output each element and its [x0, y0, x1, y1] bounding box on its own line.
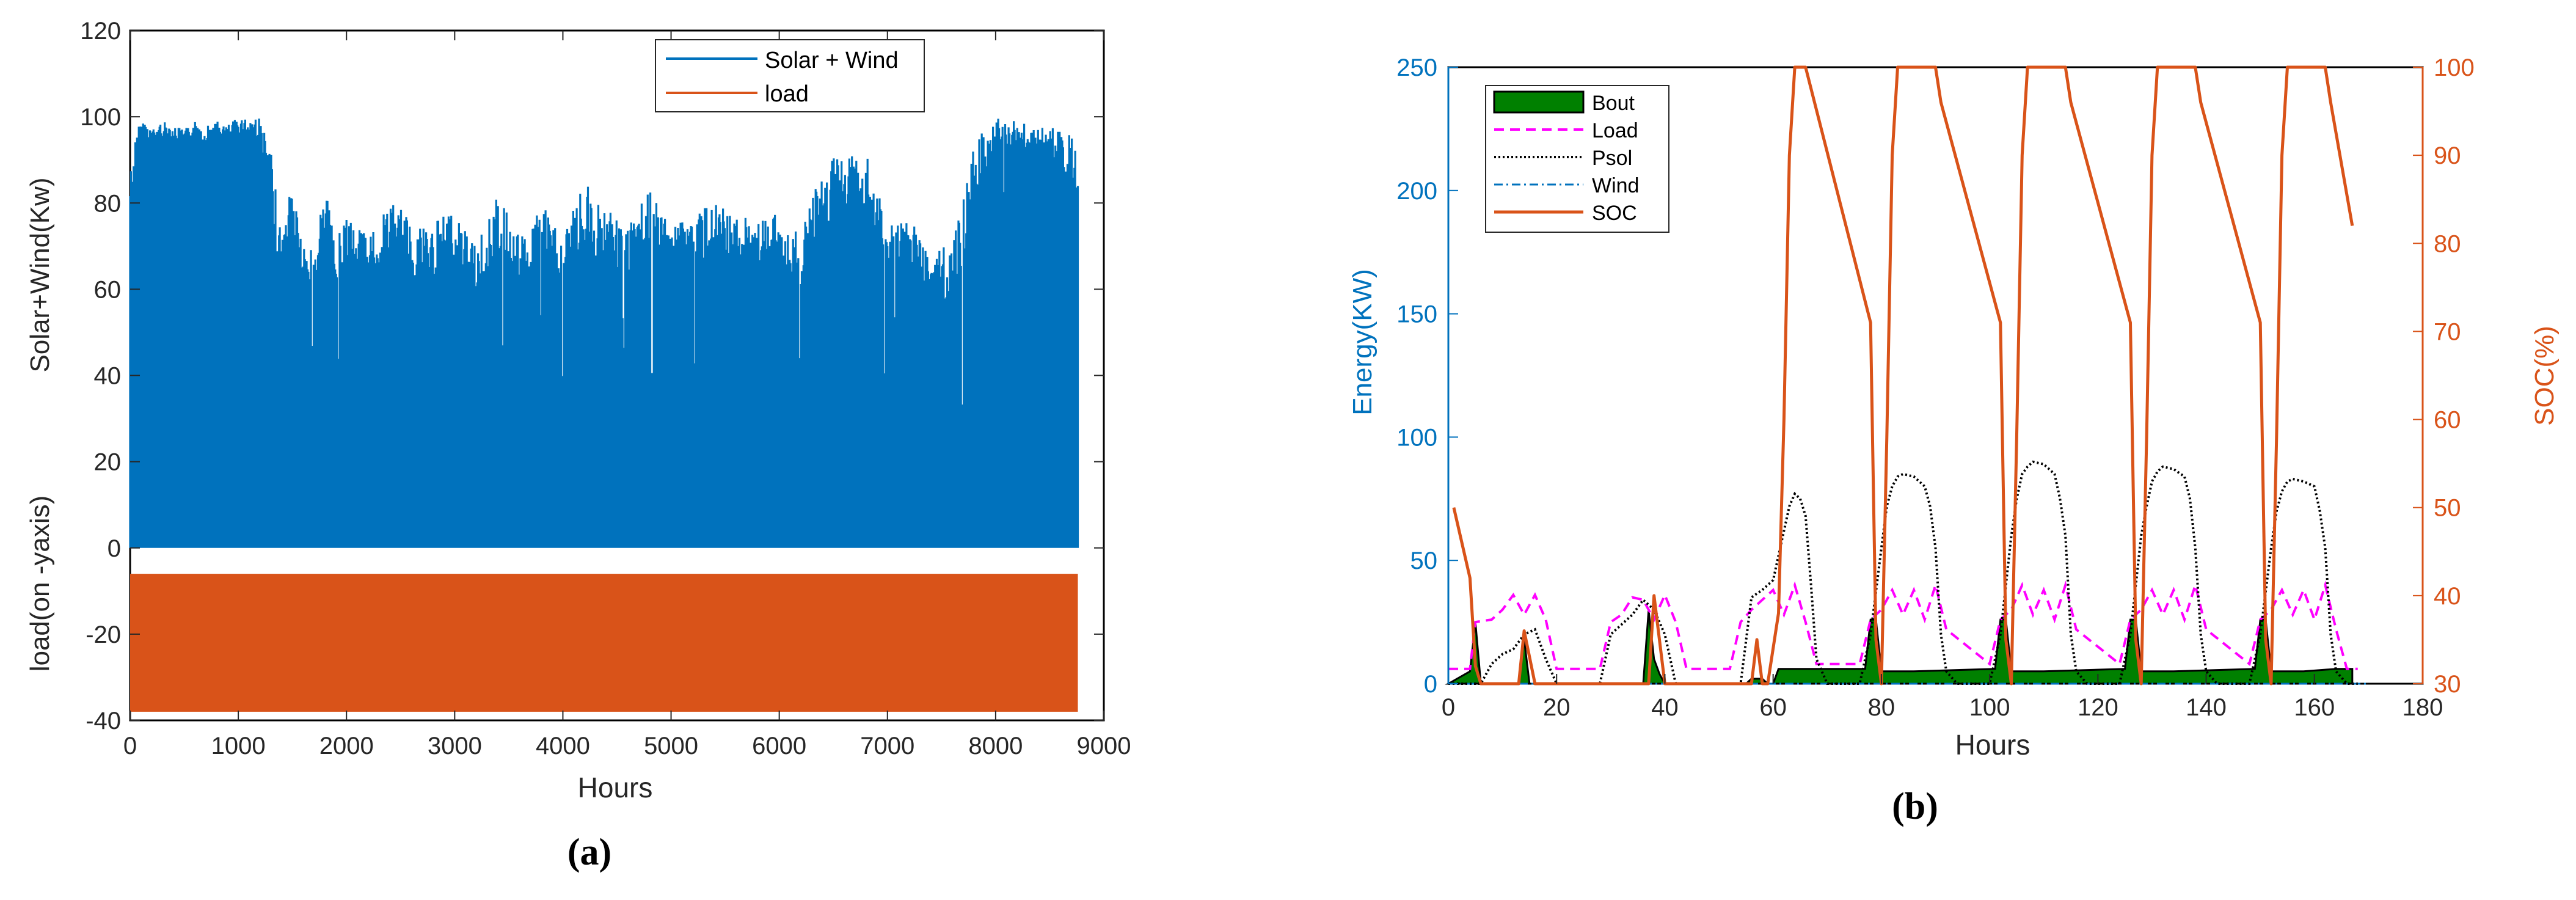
caption-a: (a): [567, 832, 611, 873]
caption-b: (b): [1892, 786, 1938, 827]
chart-a-xtick-label: 8000: [968, 733, 1023, 759]
chart-b-xtick-label: 60: [1759, 694, 1787, 721]
chart-b: 0 20 40 60 80 100 120 140 160 180 0 50 100 150 200 250 3…: [1348, 54, 2560, 761]
chart-a-xtick-label: 0: [123, 733, 137, 759]
chart-b-xtick-label: 120: [2078, 694, 2118, 721]
chart-a-ytick-label: -40: [86, 708, 121, 734]
chart-b-series-load: [1448, 580, 2358, 670]
chart-b-legend-label-psol: Psol: [1592, 147, 1632, 170]
chart-b-legend-label-load: Load: [1592, 119, 1638, 142]
chart-a-xtick-label: 3000: [428, 733, 482, 759]
chart-b-xtick-label: 0: [1442, 694, 1455, 721]
chart-a-ytick-label: 20: [94, 449, 122, 476]
chart-b-series-soc: [1452, 65, 2354, 686]
chart-b-ytick-right-label: 90: [2434, 142, 2461, 169]
chart-a-legend: Solar + Wind load: [655, 39, 925, 112]
chart-a-ylabel-upper: Solar+Wind(Kw): [25, 177, 55, 372]
chart-a-xtick-label: 9000: [1077, 733, 1131, 759]
chart-b-xtick-label: 100: [1969, 694, 2010, 721]
chart-a-series-layer: [129, 119, 1079, 712]
chart-a-xtick-label: 7000: [860, 733, 914, 759]
chart-b-ytick-right-label: 70: [2434, 318, 2461, 345]
chart-a-legend-box: [655, 39, 925, 112]
chart-b-ytick-left-label: 150: [1396, 301, 1437, 328]
chart-b-ytick-right-label: 50: [2434, 495, 2461, 522]
chart-b-ytick-left-label: 250: [1396, 54, 1437, 81]
chart-b-xtick-label: 160: [2294, 694, 2335, 721]
chart-b-series-layer: [1445, 65, 2369, 686]
chart-a-legend-label-load: load: [765, 81, 809, 107]
chart-a-ytick-label: 100: [80, 104, 121, 131]
chart-a-xtick-label: 6000: [752, 733, 806, 759]
chart-a-ytick-label: 0: [108, 535, 121, 562]
chart-b-xtick-label: 80: [1868, 694, 1896, 721]
chart-a-axes: 0 1000 2000 3000 4000 5000 6000 7000 8000 9000-40…: [80, 18, 1131, 759]
chart-b-ytick-left-label: 200: [1396, 178, 1437, 205]
chart-a-xtick-label: 4000: [536, 733, 590, 759]
chart-a-ytick-label: -20: [86, 621, 121, 648]
chart-b-ytick-right-label: 80: [2434, 230, 2461, 257]
chart-b-ytick-right-label: 30: [2434, 671, 2461, 698]
chart-b-legend-label-soc: SOC: [1592, 202, 1637, 225]
chart-b-axes: 0 20 40 60 80 100 120 140 160 180 0 50 100 150 200 250 3…: [1396, 54, 2475, 721]
chart-b-ytick-right-label: 60: [2434, 407, 2461, 434]
chart-b-legend-label-wind: Wind: [1592, 174, 1639, 197]
chart-a-legend-label-solar-wind: Solar + Wind: [765, 48, 899, 73]
chart-b-ytick-left-label: 100: [1396, 424, 1437, 451]
chart-a-ytick-label: 80: [94, 190, 122, 217]
chart-b-ytick-right-label: 40: [2434, 583, 2461, 610]
chart-b-xtick-label: 40: [1651, 694, 1679, 721]
chart-a: 0 1000 2000 3000 4000 5000 6000 7000 8000 9000-40…: [25, 18, 1131, 803]
chart-a-ylabel-lower: load(on -yaxis): [25, 496, 55, 672]
chart-a-series-load: [130, 574, 1078, 712]
chart-b-xtick-label: 20: [1543, 694, 1571, 721]
chart-b-legend-swatch-bout: [1493, 90, 1585, 114]
chart-a-ytick-label: 40: [94, 363, 122, 390]
chart-a-xlabel: Hours: [578, 772, 653, 803]
chart-b-ylabel-right: SOC(%): [2530, 326, 2560, 426]
chart-b-ytick-left-label: 50: [1410, 547, 1438, 574]
chart-a-ytick-label: 120: [80, 18, 121, 45]
chart-a-xtick-label: 2000: [319, 733, 374, 759]
chart-a-series-solar-wind: [129, 119, 1079, 548]
chart-b-legend-label-bout: Bout: [1592, 92, 1635, 115]
chart-a-ytick-label: 60: [94, 276, 122, 303]
chart-b-ylabel-left: Energy(KW): [1348, 269, 1377, 415]
chart-a-xtick-label: 1000: [211, 733, 266, 759]
chart-b-xtick-label: 180: [2403, 694, 2443, 721]
chart-b-ytick-left-label: 0: [1424, 671, 1437, 698]
chart-b-xtick-label: 140: [2186, 694, 2227, 721]
chart-b-ytick-right-label: 100: [2434, 54, 2475, 81]
chart-b-legend: Bout Load Psol Wind SOC: [1485, 85, 1669, 233]
chart-a-xtick-label: 5000: [644, 733, 698, 759]
chart-b-xlabel: Hours: [1955, 729, 2031, 761]
